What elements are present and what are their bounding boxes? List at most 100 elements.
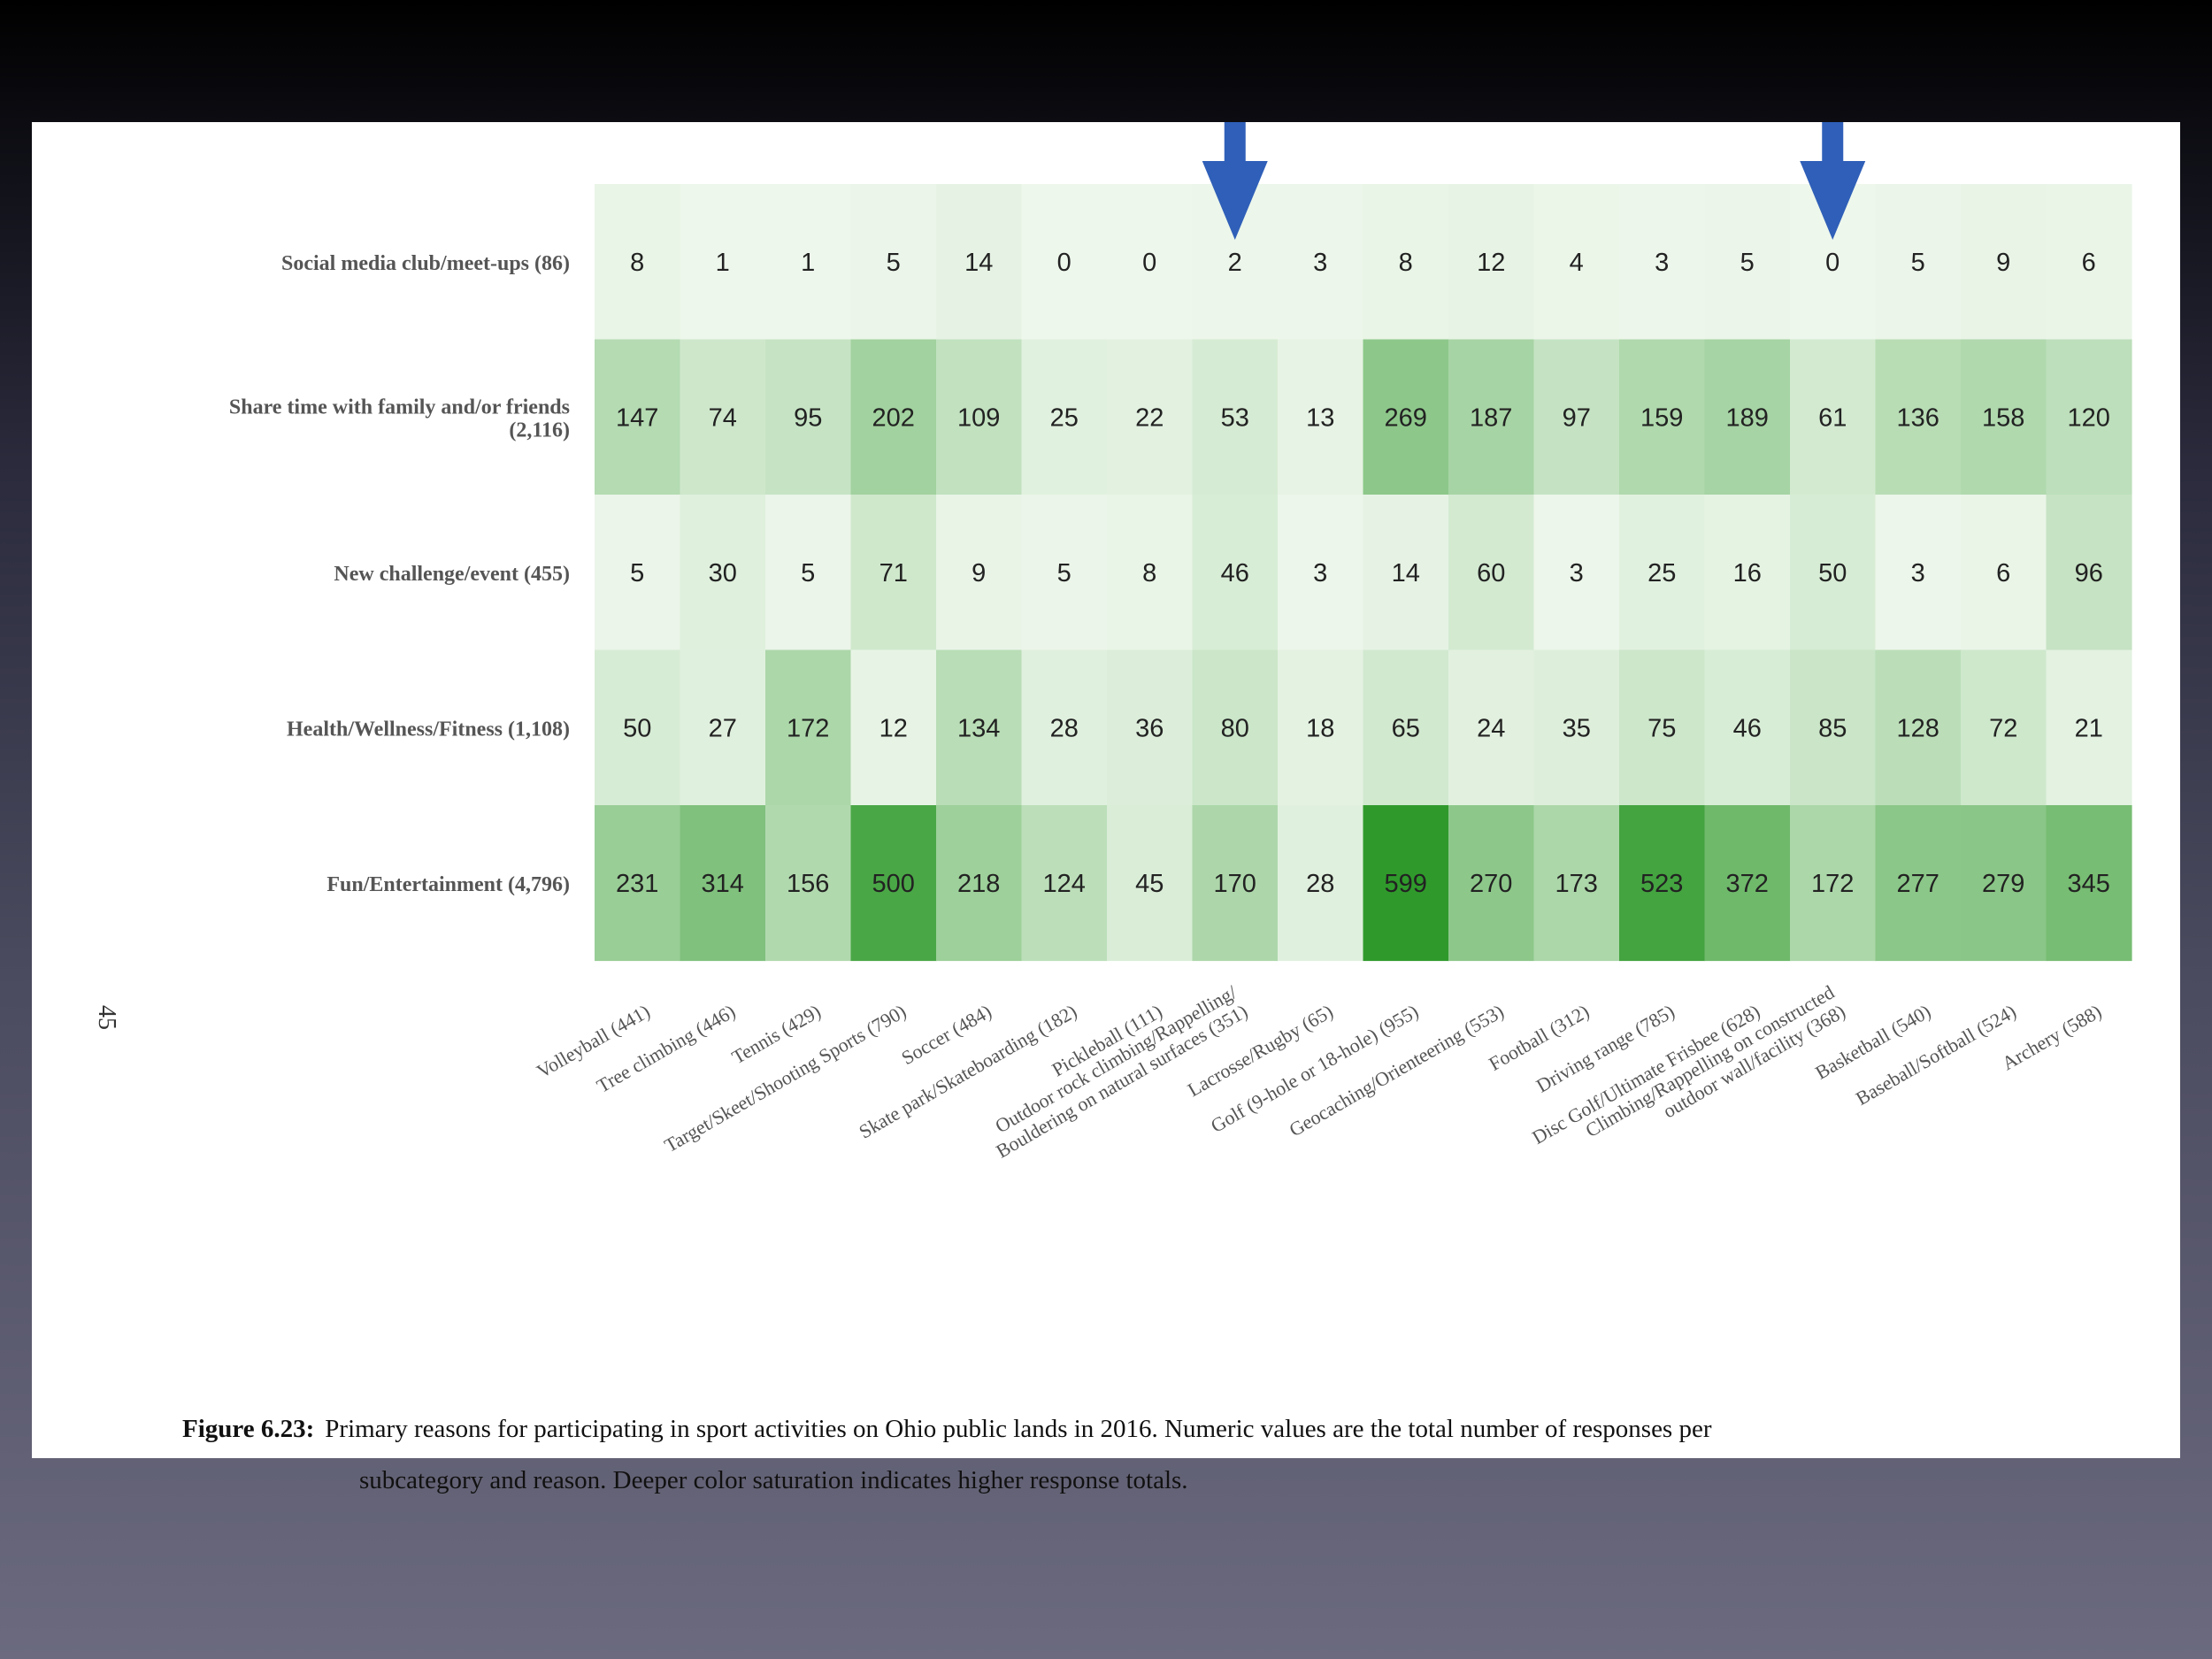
heatmap-cell: [1533, 184, 1620, 341]
highlight-arrow-icon: [1202, 122, 1268, 240]
caption-line-1: Primary reasons for participating in spo…: [325, 1415, 1712, 1443]
cell-value-label: 218: [957, 870, 1000, 898]
column-label: Baseball/Softball (524): [1852, 1000, 2020, 1110]
cell-value-label: 13: [1306, 403, 1334, 432]
heatmap-cell: [595, 495, 681, 651]
heatmap-cell: [936, 339, 1023, 495]
heatmap-cell: [595, 184, 681, 341]
cell-value-label: 8: [1399, 249, 1413, 277]
cell-value-label: 314: [702, 870, 744, 898]
cell-value-label: 8: [630, 249, 644, 277]
heatmap-cell: [1107, 649, 1194, 806]
heatmap-cell: [2046, 339, 2132, 495]
heatmap-cell: [1619, 495, 1706, 651]
heatmap-cell: [2046, 649, 2132, 806]
cell-value-label: 269: [1385, 403, 1427, 432]
heatmap-cell: [2046, 805, 2132, 962]
cell-value-label: 65: [1392, 714, 1420, 742]
heatmap-cell: [1448, 649, 1535, 806]
cell-value-label: 22: [1135, 403, 1164, 432]
heatmap-cell: [1448, 184, 1535, 341]
caption-label: Figure 6.23:: [182, 1415, 315, 1443]
row-label: Share time with family and/or friends (2,…: [229, 396, 570, 442]
cell-value-label: 18: [1306, 714, 1334, 742]
figure-caption: Figure 6.23: Primary reasons for particip…: [182, 1403, 2147, 1506]
cell-value-label: 109: [957, 403, 1000, 432]
heatmap-cell: [1704, 495, 1791, 651]
heatmap-cell: [1448, 495, 1535, 651]
cell-value-label: 500: [872, 870, 915, 898]
cell-value-label: 147: [616, 403, 658, 432]
heatmap-cell: [936, 184, 1023, 341]
heatmap-cell: [1704, 184, 1791, 341]
cell-value-label: 2: [1228, 249, 1242, 277]
heatmap-cell: [1619, 184, 1706, 341]
heatmap-cell: [765, 184, 852, 341]
cell-value-label: 16: [1733, 559, 1762, 588]
cell-value-label: 8: [1142, 559, 1156, 588]
heatmap-cell: [1961, 339, 2047, 495]
cell-value-label: 189: [1726, 403, 1769, 432]
heatmap-cell: [1192, 495, 1279, 651]
figure-page: 8 1 1 5 14 0 0 2 3 8 12 4 3 5 0 5 9 6 147 74 95 202 109 25 22 53 1…: [32, 122, 2180, 1494]
cell-value-label: 345: [2068, 870, 2110, 898]
cell-value-label: 12: [879, 714, 908, 742]
cell-value-label: 50: [1818, 559, 1847, 588]
cell-value-label: 372: [1726, 870, 1769, 898]
cell-value-label: 5: [630, 559, 644, 588]
heatmap-cell: [1961, 495, 2047, 651]
heatmap-cell: [595, 805, 681, 962]
cell-value-label: 5: [1057, 559, 1071, 588]
heatmap-cell: [680, 649, 766, 806]
cell-value-label: 12: [1477, 249, 1505, 277]
cell-value-label: 120: [2068, 403, 2110, 432]
cell-value-label: 9: [1996, 249, 2010, 277]
cell-value-label: 3: [1911, 559, 1925, 588]
heatmap-cell: [850, 805, 937, 962]
row-label: Fun/Entertainment (4,796): [326, 873, 570, 896]
cell-value-label: 156: [787, 870, 829, 898]
heatmap-cell: [1192, 805, 1279, 962]
heatmap-cell: [850, 339, 937, 495]
heatmap-cell: [1448, 339, 1535, 495]
heatmap-cell: [1021, 649, 1108, 806]
heatmap-cell: [1107, 339, 1194, 495]
cell-value-label: 6: [1996, 559, 2010, 588]
cell-value-label: 60: [1477, 559, 1505, 588]
heatmap-cell: [1790, 805, 1877, 962]
heatmap-cell: [1961, 184, 2047, 341]
cell-value-label: 25: [1647, 559, 1676, 588]
heatmap-cell: [680, 805, 766, 962]
cell-value-label: 134: [957, 714, 1000, 742]
heatmap-cell: [1363, 649, 1449, 806]
highlight-arrow-icon: [1800, 122, 1866, 240]
heatmap-cell: [936, 649, 1023, 806]
heatmap-cell: [1278, 805, 1364, 962]
heatmap-cell: [1619, 649, 1706, 806]
heatmap-cell: [850, 184, 937, 341]
heatmap-cell: [1961, 649, 2047, 806]
cell-value-label: 36: [1135, 714, 1164, 742]
cell-value-label: 523: [1640, 870, 1683, 898]
cell-value-label: 172: [1811, 870, 1854, 898]
cell-value-label: 80: [1221, 714, 1249, 742]
row-label: Social media club/meet-ups (86): [281, 252, 570, 275]
cell-value-label: 6: [2082, 249, 2096, 277]
heatmap-cell: [680, 495, 766, 651]
svg-text:Baseball/Softball (524): Baseball/Softball (524): [1852, 1000, 2020, 1110]
cell-value-label: 0: [1057, 249, 1071, 277]
heatmap-cell: [1021, 805, 1108, 962]
cell-value-label: 71: [879, 559, 908, 588]
cell-value-label: 124: [1043, 870, 1086, 898]
cell-value-label: 3: [1655, 249, 1669, 277]
cell-value-label: 170: [1214, 870, 1256, 898]
cell-value-label: 14: [964, 249, 993, 277]
cell-value-label: 5: [801, 559, 815, 588]
page-number: 45: [93, 1005, 120, 1030]
heatmap-cell: [1704, 805, 1791, 962]
caption-line-2: subcategory and reason. Deeper color sat…: [359, 1466, 1188, 1494]
heatmap-cell: [1021, 339, 1108, 495]
cell-value-label: 0: [1142, 249, 1156, 277]
heatmap-cell: [1107, 805, 1194, 962]
cell-value-label: 159: [1640, 403, 1683, 432]
